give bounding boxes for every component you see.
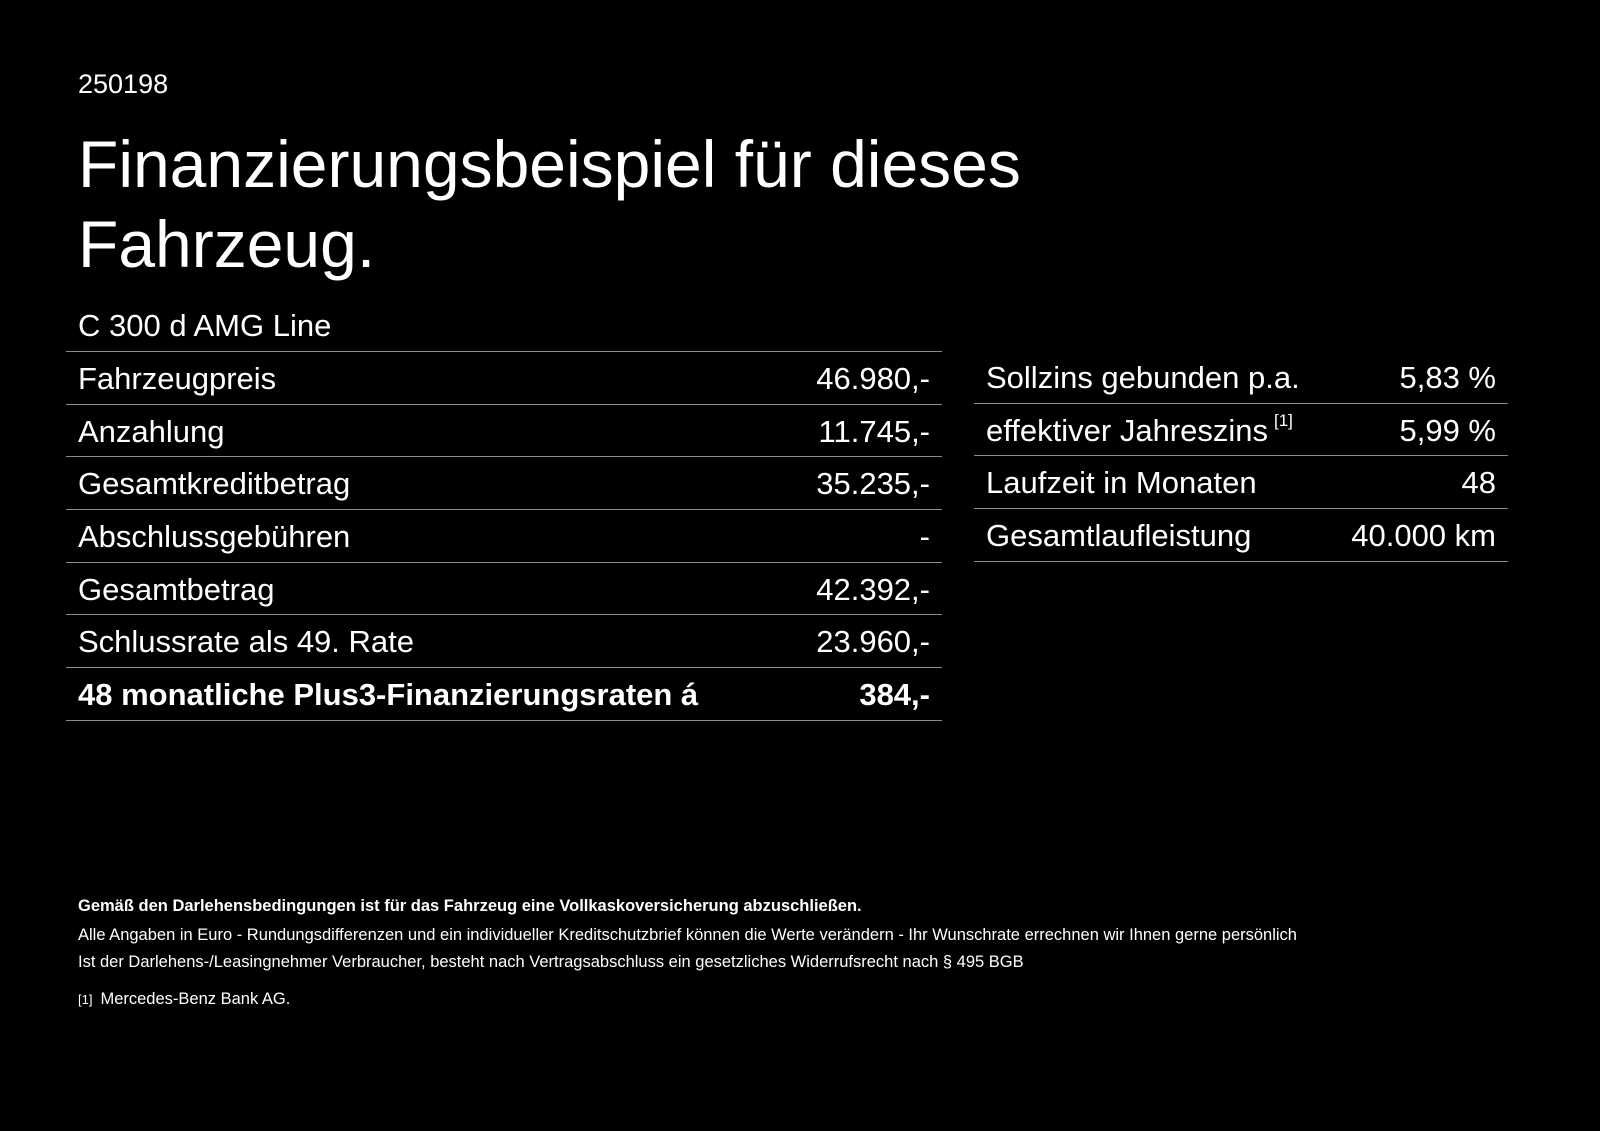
offer-number: 250198	[78, 69, 169, 99]
note-line: Ist der Darlehens-/Leasingnehmer Verbrau…	[78, 953, 1024, 971]
row-value: 46.980,-	[816, 360, 930, 396]
monthly-rate-row: 48 monatliche Plus3-Finanzierungsraten á…	[66, 668, 942, 721]
row-label: Laufzeit in Monaten	[986, 465, 1257, 501]
financing-table: Fahrzeugpreis 46.980,- Anzahlung 11.745,- …	[66, 351, 942, 721]
table-row: Gesamtkreditbetrag 35.235,-	[66, 457, 942, 511]
footnote-text: Mercedes-Benz Bank AG.	[100, 990, 291, 1008]
table-row: Gesamtlaufleistung 40.000 km	[974, 509, 1508, 562]
row-value: 42.392,-	[816, 571, 930, 607]
row-label: Abschlussgebühren	[78, 518, 351, 554]
note-line: Alle Angaben in Euro - Rundungsdifferenz…	[78, 926, 1297, 944]
row-label: Anzahlung	[78, 413, 225, 449]
footnote: [1] Mercedes-Benz Bank AG.	[78, 986, 1558, 1013]
table-row: Schlussrate als 49. Rate 23.960,-	[66, 615, 942, 669]
row-label: Gesamtbetrag	[78, 571, 275, 607]
table-row: Gesamtbetrag 42.392,-	[66, 563, 942, 616]
table-row: Fahrzeugpreis 46.980,-	[66, 352, 942, 405]
insurance-note: Gemäß den Darlehensbedingungen ist für d…	[78, 897, 862, 915]
legal-notes: Gemäß den Darlehensbedingungen ist für d…	[78, 893, 1558, 1013]
row-value: 40.000 km	[1351, 517, 1496, 553]
page-title: Finanzierungsbeispiel für dieses Fahrzeu…	[78, 127, 1021, 281]
footnote-marker: [1]	[78, 992, 93, 1007]
row-value: 48	[1461, 465, 1496, 501]
interest-table: Sollzins gebunden p.a. 5,83 % effektiver …	[974, 351, 1508, 562]
row-label: Schlussrate als 49. Rate	[78, 624, 415, 660]
row-label: Sollzins gebunden p.a.	[986, 359, 1300, 395]
table-row: Abschlussgebühren -	[66, 510, 942, 563]
row-value: -	[919, 518, 930, 554]
table-row: Anzahlung 11.745,-	[66, 405, 942, 458]
model-name: C 300 d AMG Line	[78, 308, 332, 343]
table-row: Laufzeit in Monaten 48	[974, 456, 1508, 510]
footnote-ref: [1]	[1274, 410, 1293, 430]
row-label: effektiver Jahreszins	[986, 412, 1268, 448]
row-label: Gesamtkreditbetrag	[78, 466, 351, 502]
row-value: 384,-	[859, 676, 930, 712]
table-row: effektiver Jahreszins [1] 5,99 %	[974, 404, 1508, 457]
row-value: 5,83 %	[1399, 359, 1496, 395]
row-value: 11.745,-	[818, 413, 930, 449]
row-label: 48 monatliche Plus3-Finanzierungsraten á	[78, 676, 699, 712]
row-value: 35.235,-	[816, 466, 930, 502]
row-value: 23.960,-	[816, 624, 930, 660]
row-value: 5,99 %	[1399, 412, 1496, 448]
table-row: Sollzins gebunden p.a. 5,83 %	[974, 351, 1508, 404]
row-label: Fahrzeugpreis	[78, 360, 277, 396]
row-label: Gesamtlaufleistung	[986, 517, 1252, 553]
